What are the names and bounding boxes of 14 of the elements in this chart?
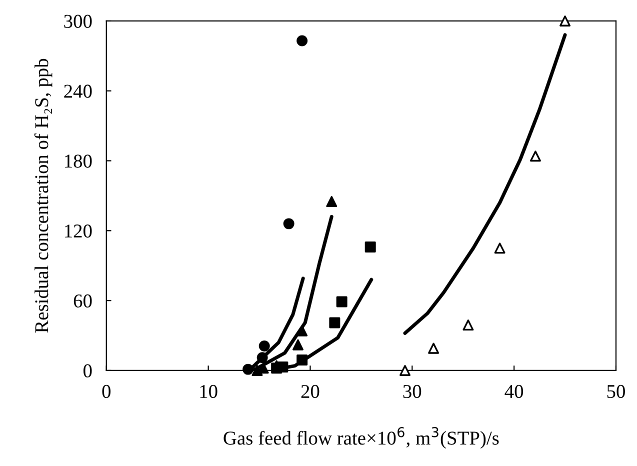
y-tick-label: 180 [65,154,92,168]
y-tick-label: 0 [84,364,92,378]
y-axis-title: Residual concentration of H₂S, ppb [34,58,52,333]
x-tick-label: 50 [607,384,625,398]
y-tick-label: 240 [64,84,92,98]
x-tick-label: 10 [200,384,218,398]
x-tick-label: 20 [301,384,320,398]
x-tick-label: 30 [403,384,422,398]
y-tick-label: 120 [65,224,92,238]
x-tick-label: 0 [102,384,110,398]
y-tick-label: 60 [74,294,92,308]
y-tick-label: 300 [64,14,92,28]
x-axis-title: Gas feed flow rate×10$^{6}$, m$^{3}$(STP)/s [224,426,499,449]
x-tick-label: 40 [504,384,524,398]
